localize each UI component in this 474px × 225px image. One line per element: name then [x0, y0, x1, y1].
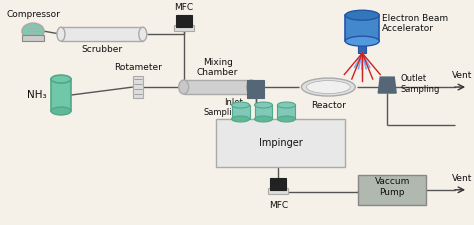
Text: Vent: Vent	[452, 174, 472, 183]
Text: Reactor: Reactor	[311, 101, 346, 110]
Polygon shape	[378, 77, 396, 93]
Bar	[22, 35, 44, 41]
Ellipse shape	[255, 116, 273, 122]
Bar	[358, 175, 426, 205]
Bar	[51, 79, 71, 111]
Text: NH₃: NH₃	[27, 90, 47, 100]
Text: Mixing
Chamber: Mixing Chamber	[197, 58, 238, 77]
Text: MFC: MFC	[269, 201, 288, 210]
Ellipse shape	[345, 10, 379, 20]
Bar	[277, 105, 295, 119]
Bar	[271, 178, 286, 190]
Bar	[268, 188, 289, 194]
Ellipse shape	[301, 78, 356, 96]
Text: Impinger: Impinger	[259, 138, 302, 148]
Text: Rotameter: Rotameter	[114, 63, 162, 72]
Ellipse shape	[277, 116, 295, 122]
Ellipse shape	[232, 116, 249, 122]
Text: Outlet
Sampling: Outlet Sampling	[400, 74, 439, 94]
Text: Vaccum
Pump: Vaccum Pump	[374, 177, 410, 196]
Ellipse shape	[139, 27, 147, 41]
Bar	[61, 27, 143, 41]
Text: Electron Beam
Accelerator: Electron Beam Accelerator	[382, 14, 448, 33]
Bar	[255, 105, 273, 119]
Bar	[358, 41, 366, 53]
Ellipse shape	[51, 75, 71, 83]
Text: MFC: MFC	[174, 3, 193, 12]
Ellipse shape	[345, 36, 379, 46]
Text: Compressor: Compressor	[6, 10, 60, 19]
Bar	[133, 76, 143, 98]
Text: Vent: Vent	[452, 71, 472, 80]
Bar	[216, 119, 345, 167]
Bar	[176, 15, 191, 27]
Ellipse shape	[306, 81, 350, 94]
Bar	[345, 15, 379, 41]
Bar	[246, 80, 264, 98]
Bar	[232, 105, 249, 119]
Bar	[173, 25, 194, 31]
Ellipse shape	[22, 23, 44, 39]
Ellipse shape	[255, 102, 273, 108]
Ellipse shape	[246, 80, 256, 94]
Text: Scrubber: Scrubber	[82, 45, 122, 54]
Ellipse shape	[179, 80, 189, 94]
Ellipse shape	[51, 107, 71, 115]
Ellipse shape	[232, 102, 249, 108]
Ellipse shape	[277, 102, 295, 108]
Text: Inlet
Sampling: Inlet Sampling	[203, 98, 243, 117]
Bar	[184, 80, 252, 94]
Ellipse shape	[57, 27, 65, 41]
